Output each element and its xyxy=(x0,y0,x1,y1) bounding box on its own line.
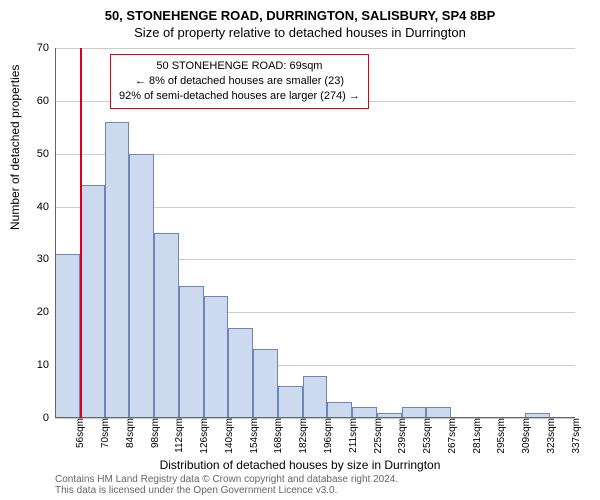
footer-text: Contains HM Land Registry data © Crown c… xyxy=(55,474,575,496)
x-tick-label: 182sqm xyxy=(294,418,309,454)
x-tick-label: 70sqm xyxy=(96,418,111,448)
histogram-bar xyxy=(80,185,105,418)
histogram-bar xyxy=(228,328,253,418)
y-axis-line xyxy=(55,48,56,418)
histogram-bar xyxy=(303,376,328,418)
x-tick-label: 211sqm xyxy=(344,418,359,453)
x-tick-label: 126sqm xyxy=(195,418,210,454)
x-tick-label: 196sqm xyxy=(319,418,334,454)
x-tick-label: 225sqm xyxy=(369,418,384,454)
y-tick-label: 60 xyxy=(37,95,55,107)
info-line1: 50 STONEHENGE ROAD: 69sqm xyxy=(119,59,360,74)
histogram-bar xyxy=(204,296,229,418)
x-tick-label: 84sqm xyxy=(121,418,136,448)
histogram-bar xyxy=(179,286,204,418)
x-axis-label: Distribution of detached houses by size … xyxy=(0,458,600,472)
property-info-box: 50 STONEHENGE ROAD: 69sqm← 8% of detache… xyxy=(110,54,369,109)
x-tick-label: 309sqm xyxy=(517,418,532,454)
x-tick-label: 253sqm xyxy=(418,418,433,454)
y-tick-label: 40 xyxy=(37,201,55,213)
x-tick-label: 56sqm xyxy=(71,418,86,448)
x-tick-label: 281sqm xyxy=(468,418,483,454)
histogram-bar xyxy=(253,349,278,418)
property-marker-line xyxy=(80,48,82,418)
y-tick-label: 10 xyxy=(37,359,55,371)
y-tick-label: 20 xyxy=(37,306,55,318)
plot-area: 01020304050607056sqm70sqm84sqm98sqm112sq… xyxy=(55,48,575,418)
info-line2: ← 8% of detached houses are smaller (23) xyxy=(119,74,360,89)
y-tick-label: 30 xyxy=(37,253,55,265)
x-tick-label: 323sqm xyxy=(542,418,557,454)
footer-line1: Contains HM Land Registry data © Crown c… xyxy=(55,474,575,485)
footer-line2: This data is licensed under the Open Gov… xyxy=(55,485,575,496)
histogram-bar xyxy=(129,154,154,418)
grid-line xyxy=(55,48,575,49)
x-tick-label: 239sqm xyxy=(393,418,408,454)
chart-title: 50, STONEHENGE ROAD, DURRINGTON, SALISBU… xyxy=(0,0,600,23)
y-tick-label: 0 xyxy=(43,412,55,424)
histogram-bar xyxy=(278,386,303,418)
y-axis-label: Number of detached properties xyxy=(8,65,22,230)
histogram-bar xyxy=(105,122,130,418)
x-tick-label: 112sqm xyxy=(170,418,185,453)
x-tick-label: 98sqm xyxy=(146,418,161,448)
histogram-bar xyxy=(327,402,352,418)
histogram-bar xyxy=(154,233,179,418)
chart-subtitle: Size of property relative to detached ho… xyxy=(0,23,600,40)
x-tick-label: 154sqm xyxy=(245,418,260,454)
chart-container: 50, STONEHENGE ROAD, DURRINGTON, SALISBU… xyxy=(0,0,600,500)
y-tick-label: 70 xyxy=(37,42,55,54)
x-tick-label: 168sqm xyxy=(269,418,284,454)
info-line3: 92% of semi-detached houses are larger (… xyxy=(119,89,360,104)
histogram-bar xyxy=(55,254,80,418)
x-tick-label: 337sqm xyxy=(567,418,582,454)
x-axis-line xyxy=(55,417,575,418)
y-tick-label: 50 xyxy=(37,148,55,160)
x-tick-label: 295sqm xyxy=(492,418,507,454)
x-tick-label: 140sqm xyxy=(220,418,235,454)
x-tick-label: 267sqm xyxy=(443,418,458,454)
